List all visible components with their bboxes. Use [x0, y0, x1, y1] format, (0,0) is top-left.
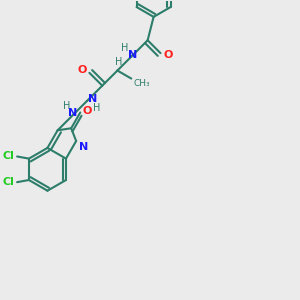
Text: O: O [82, 106, 92, 116]
Text: O: O [163, 50, 172, 60]
Text: Cl: Cl [2, 152, 14, 161]
Text: CH₃: CH₃ [134, 80, 150, 88]
Text: N: N [68, 108, 77, 118]
Text: H: H [63, 101, 70, 111]
Text: Cl: Cl [2, 177, 14, 187]
Text: N: N [128, 50, 137, 59]
Text: H: H [122, 43, 129, 53]
Text: O: O [77, 65, 87, 75]
Text: H: H [115, 57, 123, 67]
Text: H: H [93, 103, 100, 113]
Text: N: N [79, 142, 88, 152]
Text: N: N [88, 94, 97, 104]
